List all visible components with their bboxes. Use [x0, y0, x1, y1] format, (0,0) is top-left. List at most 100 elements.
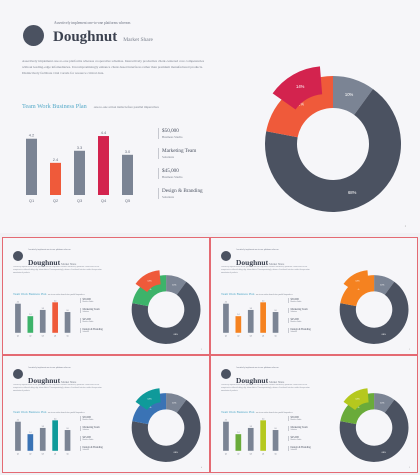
bar-data-label: 2.4: [237, 432, 239, 434]
bar-data-label: 3.3: [42, 426, 44, 428]
legend-item: $50,000 Business Studio: [288, 416, 328, 422]
legend-item: Design & Branding Solutions: [80, 327, 120, 334]
bar-q2: [235, 316, 242, 333]
doughnut-data-label: 14%: [147, 398, 151, 400]
bar-legend: $50,000 Business Studio Marketing Team Solu…: [288, 416, 328, 456]
slide-thumbnail[interactable]: Assertively implement one-to-one platfor…: [210, 237, 418, 355]
legend-note: Business Studio: [162, 175, 183, 179]
bar-q4: [260, 302, 266, 333]
bar-chart: 4.2 Q1 2.4 Q2 3.3 Q3 4.4 Q4 3.0 Q5: [223, 300, 279, 337]
legend-note: Business Studio: [290, 419, 302, 422]
doughnut-exploded-slice: [272, 66, 323, 110]
bar-category-label: Q2: [237, 335, 239, 337]
bar-q3: [39, 427, 46, 451]
bar-data-label: 2.4: [29, 314, 31, 316]
bar-category-label: Q2: [237, 453, 239, 455]
slide-thumbnail[interactable]: Assertively implement one-to-one platfor…: [2, 237, 210, 355]
doughnut-slice: [131, 281, 201, 344]
legend-main: Design & Branding: [290, 327, 311, 331]
slide-title: Doughnut: [53, 29, 118, 45]
doughnut-chart: 10% 68% 22% 14%: [339, 388, 409, 462]
bar-legend: $50,000 Business Studio Marketing Team Solu…: [288, 298, 328, 338]
doughnut-slice: [166, 393, 187, 413]
bar-category-label: Q5: [125, 198, 131, 203]
bar-q3: [39, 309, 46, 333]
legend-main: $50,000: [162, 128, 179, 134]
main-slide[interactable]: Assertively implement one-to-one platfor…: [0, 0, 420, 233]
section-subtitle: one-to-one action items before parallel …: [255, 412, 293, 414]
bar-category-label: Q3: [250, 335, 252, 337]
pre-title: Assertively implement one-to-one platfor…: [28, 367, 71, 369]
bar-data-label: 4.2: [225, 302, 227, 304]
title-row: DoughnutMarket Share: [236, 252, 284, 270]
doughnut-chart: 10% 68% 22% 14%: [131, 270, 201, 344]
bar-q5: [272, 312, 279, 333]
pre-title: Assertively implement one-to-one platfor…: [54, 21, 131, 25]
doughnut-data-label: 22%: [355, 407, 359, 409]
bar-q4: [260, 420, 266, 451]
bar-q1: [223, 421, 229, 451]
bar-q3: [247, 309, 254, 333]
page-number: 4: [201, 467, 202, 469]
title-dot: [13, 251, 23, 261]
bar-q5: [272, 430, 279, 451]
title-dot: [13, 369, 23, 379]
bar-category-label: Q1: [29, 198, 35, 203]
bar-q5: [122, 154, 133, 195]
legend-item: Marketing Team Solutions: [80, 307, 120, 314]
bar-q1: [223, 303, 229, 333]
intro-paragraph: Assertively implement one-to-one platfor…: [22, 59, 205, 75]
bar-data-label: 2.4: [53, 157, 59, 162]
legend-item: $45,000 Business Studio: [80, 435, 120, 442]
legend-item: Marketing Team Solutions: [158, 148, 238, 159]
bar-data-label: 3.0: [274, 428, 276, 430]
bar-data-label: 3.3: [250, 426, 252, 428]
legend-main: Marketing Team: [82, 307, 100, 311]
doughnut-data-label: 14%: [355, 398, 359, 400]
title-row: DoughnutMarket Share: [28, 370, 76, 388]
doughnut-data-label: 14%: [355, 280, 359, 282]
section-title: Team Work Business Plan: [221, 410, 255, 414]
bar-category-label: Q5: [66, 335, 68, 337]
legend-main: Marketing Team: [82, 425, 100, 429]
bar-category-label: Q1: [225, 335, 227, 337]
doughnut-chart: 10% 68% 22% 14%: [339, 270, 409, 344]
bar-category-label: Q3: [42, 453, 44, 455]
legend-main: $45,000: [290, 435, 299, 439]
slide-thumbnail[interactable]: Assertively implement one-to-one platfor…: [210, 355, 418, 473]
doughnut-chart: 10% 68% 22% 14%: [131, 388, 201, 462]
legend-item: $50,000 Business Studio: [288, 298, 328, 304]
bar-q5: [64, 312, 71, 333]
bar-chart: 4.2 Q1 2.4 Q2 3.3 Q3 4.4 Q4 3.0 Q5: [223, 418, 279, 455]
bar-data-label: 4.4: [262, 300, 264, 302]
slide-subtitle: Market Share: [61, 381, 77, 384]
legend-note: Solutions: [162, 155, 175, 159]
bar-data-label: 4.2: [225, 420, 227, 422]
legend-main: $45,000: [82, 317, 91, 321]
slide-thumbnail[interactable]: Assertively implement one-to-one platfor…: [2, 355, 210, 473]
doughnut-exploded-slice: [343, 388, 369, 411]
bar-category-label: Q4: [262, 453, 264, 455]
section-heading: Team Work Business Plan one-to-one action…: [13, 282, 85, 300]
doughnut-slice: [131, 399, 201, 462]
legend-main: $50,000: [82, 298, 91, 301]
doughnut-data-label: 68%: [174, 452, 178, 454]
legend-item: Design & Branding Solutions: [288, 327, 328, 334]
bar-data-label: 4.4: [262, 418, 264, 420]
bar-category-label: Q2: [53, 198, 59, 203]
section-heading: Team Work Business Plan one-to-one action…: [221, 282, 293, 300]
doughnut-data-label: 10%: [172, 402, 176, 404]
bar-q4: [52, 302, 58, 333]
page-number: 1: [404, 224, 407, 228]
doughnut-slice: [166, 275, 187, 295]
legend-main: Design & Branding: [162, 188, 203, 194]
slide-title: Doughnut: [236, 258, 269, 267]
pre-title: Assertively implement one-to-one platfor…: [236, 367, 279, 369]
bar-category-label: Q4: [262, 335, 264, 337]
bar-data-label: 3.0: [274, 310, 276, 312]
bar-q4: [52, 420, 58, 451]
doughnut-data-label: 10%: [345, 92, 354, 97]
bar-q2: [27, 434, 34, 451]
bar-data-label: 2.4: [29, 432, 31, 434]
bar-category-label: Q3: [77, 198, 83, 203]
